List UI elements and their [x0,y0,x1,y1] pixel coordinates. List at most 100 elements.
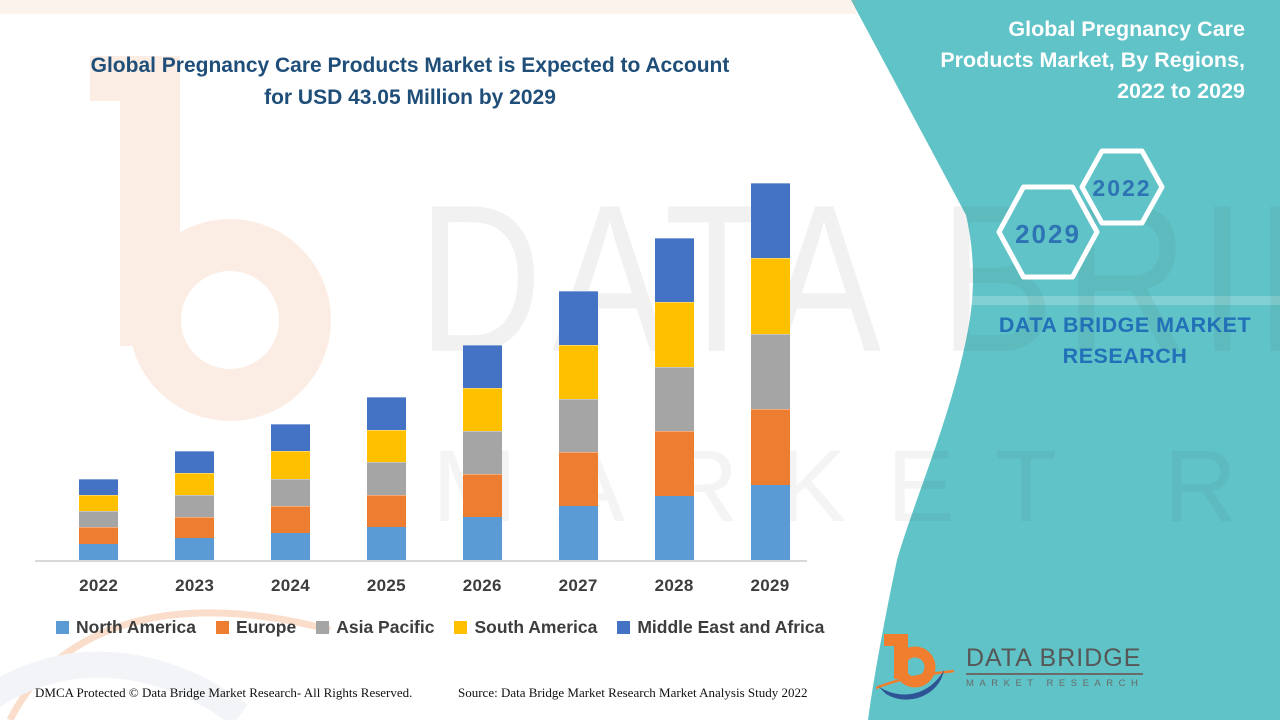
bar-segment-2029-europe [750,409,790,485]
stacked-bar-2022 [79,478,119,560]
legend-swatch-icon [454,621,468,634]
bar-segment-2024-north-america [271,532,310,560]
right-panel-title-line1: Global Pregnancy Care [1008,17,1245,41]
x-axis-label-2026: 2026 [462,576,502,595]
hexagon-badges [996,148,1165,280]
right-panel-brand-line1: DATA BRIDGE MARKET [998,313,1252,337]
footer-source-text: Source: Data Bridge Market Research Mark… [458,685,808,700]
logo-b-mark-icon [876,634,955,700]
stacked-bar-2028 [654,237,694,560]
legend-label: North America [76,617,196,637]
bar-segment-2022-europe [79,527,119,544]
stacked-bar-2025 [366,397,406,560]
bar-segment-2027-europe [558,452,598,507]
legend-swatch-icon [617,621,631,634]
right-panel-title: Global Pregnancy Care Products Market, B… [885,14,1245,107]
hexagon-2029-label: 2029 [1015,219,1081,249]
right-panel-title-line3: 2022 to 2029 [1117,79,1245,103]
hexagon-2029 [996,184,1100,280]
bar-segment-2026-middle-east-and-africa [462,345,502,389]
stacked-bar-2023 [175,451,215,560]
bar-segment-2024-asia-pacific [271,478,310,506]
bar-segment-2024-europe [271,505,310,533]
stacked-bar-2027 [558,291,598,560]
bar-segment-2024-south-america [271,451,310,479]
bar-segment-2022-asia-pacific [79,511,119,528]
bar-segment-2023-europe [175,516,215,539]
hexagon-2022-label: 2022 [1092,175,1152,201]
teal-highlight-band [851,296,1280,305]
legend-label: South America [474,617,598,637]
bar-segment-2026-asia-pacific [462,431,502,475]
bar-segment-2027-south-america [558,344,598,399]
footer-dmca-text: DMCA Protected © Data Bridge Market Rese… [35,685,413,700]
bar-segment-2028-middle-east-and-africa [654,237,694,303]
bar-segment-2025-south-america [366,429,406,463]
bar-segment-2022-south-america [79,494,119,512]
bar-chart-plot-area: 2022 2023 2024 2025 2026 2027 2028 2029 [79,183,790,595]
x-axis-label-2029: 2029 [750,576,790,595]
bar-segment-2022-north-america [79,543,119,560]
legend-swatch-icon [316,621,330,634]
bar-segment-2029-south-america [750,258,790,334]
legend-item-europe: Europe [215,617,297,638]
x-axis-label-2024: 2024 [270,576,311,595]
legend-item-north-america: North America [56,617,196,638]
x-axis-label-2025: 2025 [366,576,406,595]
legend-label: Europe [235,617,297,637]
bar-segment-2029-middle-east-and-africa [750,183,790,259]
bar-segment-2023-north-america [175,538,215,560]
bar-segment-2028-north-america [654,495,694,560]
bar-segment-2025-middle-east-and-africa [366,397,406,430]
right-panel-title-line2: Products Market, By Regions, [940,48,1245,72]
bar-segment-2027-north-america [558,506,598,560]
logo-subtitle: MARKET RESEARCH [966,678,1144,689]
chart-legend: North America Europe Asia Pacific South Ame… [56,617,824,638]
chart-title-line1: Global Pregnancy Care Products Market is… [90,54,730,77]
bar-segment-2025-north-america [366,527,406,560]
logo-b-watermark [90,56,331,421]
bar-segment-2025-europe [366,494,406,528]
bar-segment-2026-south-america [462,388,502,432]
bar-segment-2027-asia-pacific [558,398,598,453]
legend-swatch-icon [56,621,69,634]
legend-item-asia-pacific: Asia Pacific [316,617,434,638]
bar-segment-2026-europe [462,474,502,518]
bar-segment-2022-middle-east-and-africa [79,478,119,495]
right-panel-brand-line2: RESEARCH [1062,344,1188,368]
legend-item-middle-east-and-africa: Middle East and Africa [617,617,824,638]
x-axis-label-2027: 2027 [558,576,598,595]
stacked-bar-2024 [271,424,310,560]
legend-item-south-america: South America [454,617,597,638]
teal-panel-path [851,0,1280,720]
decorative-arcs [0,609,331,720]
legend-label: Asia Pacific [336,617,435,637]
bar-segment-2025-asia-pacific [366,462,406,495]
logo-text-block: DATA BRIDGE MARKET RESEARCH [966,644,1144,689]
x-axis-label-2022: 2022 [79,576,119,595]
legend-swatch-icon [215,621,229,634]
stacked-bar-2029 [750,183,790,560]
stacked-bar-2026 [462,345,502,560]
bar-segment-2026-north-america [462,517,502,560]
bar-segment-2023-south-america [175,473,215,495]
company-logo: DATA BRIDGE MARKET RESEARCH [876,630,1144,704]
x-axis-label-2028: 2028 [654,576,694,595]
bar-segment-2024-middle-east-and-africa [271,424,310,452]
x-axis-line [35,560,807,562]
bar-segment-2027-middle-east-and-africa [558,291,598,345]
bar-segment-2023-asia-pacific [175,494,215,517]
x-axis-label-2023: 2023 [175,576,215,595]
logo-title: DATA BRIDGE [966,644,1142,672]
bar-segment-2029-north-america [750,484,790,560]
bar-segment-2029-asia-pacific [750,333,790,410]
bar-segment-2028-europe [654,431,694,496]
bar-segment-2028-asia-pacific [654,366,694,432]
bar-segment-2028-south-america [654,302,694,367]
warm-band-watermark [0,0,856,14]
hexagon-2022 [1079,148,1165,226]
legend-label: Middle East and Africa [637,617,825,637]
right-panel-brand-text: DATA BRIDGE MARKET RESEARCH [960,310,1280,372]
